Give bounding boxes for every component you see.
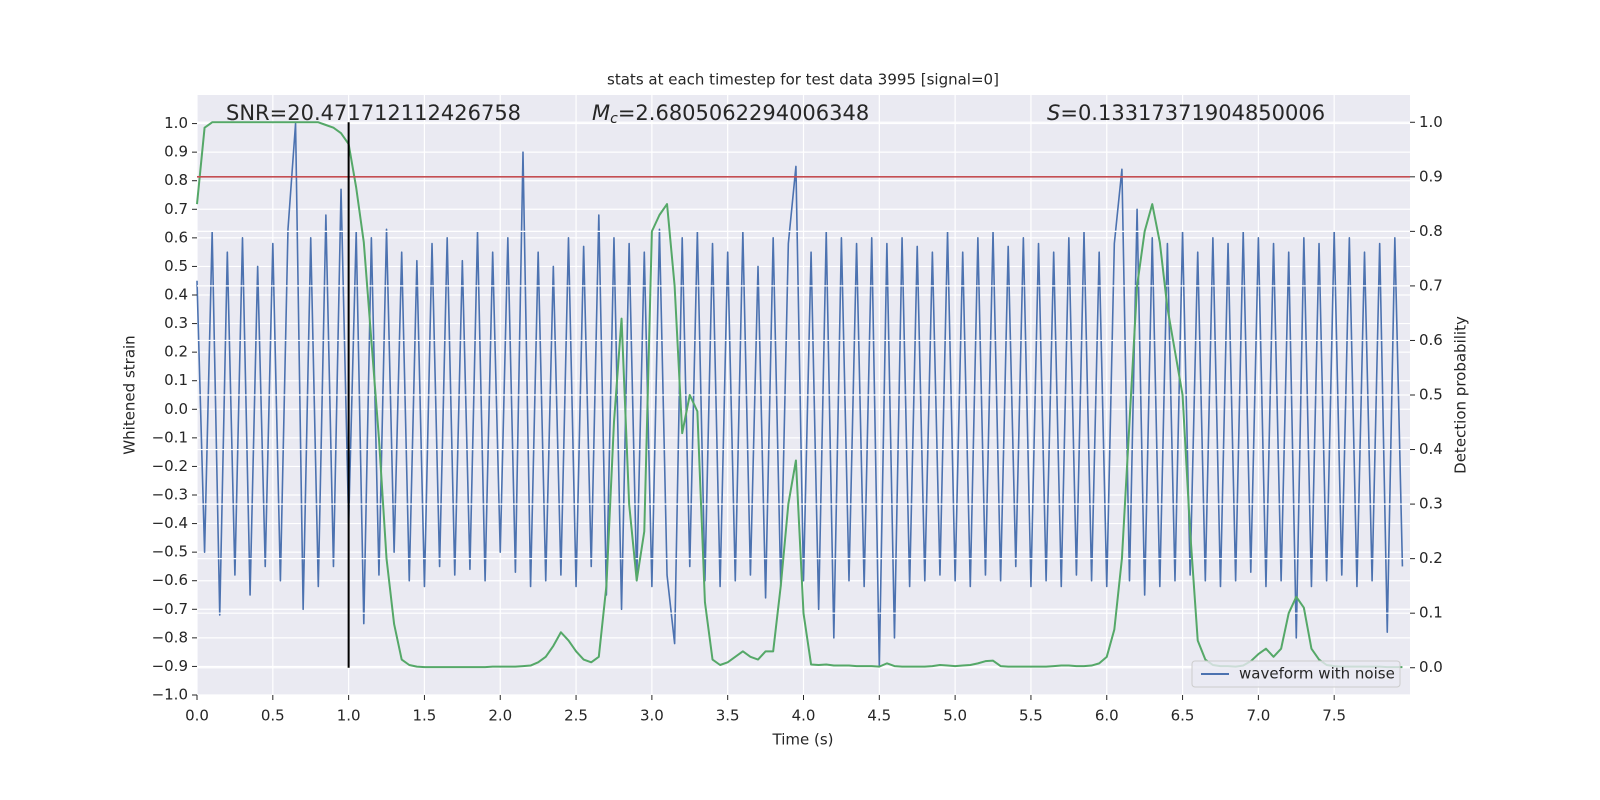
annotation-text: SNR=20.471712112426758 bbox=[226, 101, 521, 125]
y-tick-label: −0.9 bbox=[152, 657, 188, 675]
y2-tick-label: 0.4 bbox=[1419, 440, 1443, 458]
annotation-symbol: S bbox=[1047, 101, 1060, 125]
annotation-subscript: c bbox=[610, 111, 618, 127]
y-tick-label: −0.3 bbox=[152, 486, 188, 504]
y2-tick-label: 0.2 bbox=[1419, 549, 1443, 567]
y-tick-label: 0.5 bbox=[164, 257, 188, 275]
x-tick-label: 6.0 bbox=[1095, 707, 1119, 725]
legend-label: waveform with noise bbox=[1239, 665, 1395, 683]
annotation-text: =0.13317371904850006 bbox=[1060, 101, 1325, 125]
y2-tick-label: 0.5 bbox=[1419, 386, 1443, 404]
chart-title: stats at each timestep for test data 399… bbox=[607, 71, 999, 89]
x-tick-label: 2.0 bbox=[488, 707, 512, 725]
y-tick-label: 0.0 bbox=[164, 400, 188, 418]
x-axis-label: Time (s) bbox=[772, 731, 834, 749]
y-tick-label: 0.7 bbox=[164, 200, 188, 218]
y-tick-label: 0.2 bbox=[164, 343, 188, 361]
y2-tick-label: 0.7 bbox=[1419, 276, 1443, 294]
x-tick-label: 1.5 bbox=[413, 707, 437, 725]
y2-tick-label: 0.1 bbox=[1419, 604, 1443, 622]
x-tick-label: 4.5 bbox=[867, 707, 891, 725]
y-tick-label: 0.1 bbox=[164, 371, 188, 389]
y-tick-label: −0.8 bbox=[152, 628, 188, 646]
x-tick-label: 2.5 bbox=[564, 707, 588, 725]
probability-line bbox=[196, 121, 1403, 669]
legend-box bbox=[1191, 660, 1401, 688]
x-tick-label: 3.0 bbox=[640, 707, 664, 725]
y-tick-label: −0.5 bbox=[152, 543, 188, 561]
annotation: S=0.13317371904850006 bbox=[1047, 101, 1325, 125]
x-tick-label: 5.0 bbox=[943, 707, 967, 725]
x-tick-label: 5.5 bbox=[1019, 707, 1043, 725]
y-tick-label: 1.0 bbox=[164, 114, 188, 132]
y2-tick-label: 0.0 bbox=[1419, 658, 1443, 676]
x-tick-label: 7.0 bbox=[1246, 707, 1270, 725]
y2-tick-label: 0.6 bbox=[1419, 331, 1443, 349]
y2-tick-label: 0.9 bbox=[1419, 167, 1443, 185]
annotation-text: =2.6805062294006348 bbox=[618, 101, 869, 125]
x-tick-label: 6.5 bbox=[1171, 707, 1195, 725]
annotation: SNR=20.471712112426758 bbox=[226, 101, 521, 125]
x-tick-label: 1.0 bbox=[337, 707, 361, 725]
y2-tick-label: 0.8 bbox=[1419, 222, 1443, 240]
x-tick-label: 4.0 bbox=[792, 707, 816, 725]
y-tick-label: −0.4 bbox=[152, 514, 188, 532]
y-tick-label: −0.1 bbox=[152, 428, 188, 446]
y-tick-label: 0.4 bbox=[164, 286, 188, 304]
y-tick-label: 0.9 bbox=[164, 143, 188, 161]
x-tick-label: 0.0 bbox=[185, 707, 209, 725]
y2-tick-label: 1.0 bbox=[1419, 113, 1443, 131]
y-tick-label: 0.6 bbox=[164, 228, 188, 246]
y-axis-label: Whitened strain bbox=[121, 335, 139, 454]
y-tick-label: 0.3 bbox=[164, 314, 188, 332]
x-tick-label: 7.5 bbox=[1322, 707, 1346, 725]
annotation: Mc=2.6805062294006348 bbox=[592, 101, 869, 127]
annotation-symbol: M bbox=[592, 101, 610, 125]
y-tick-label: 0.8 bbox=[164, 171, 188, 189]
x-tick-label: 3.5 bbox=[716, 707, 740, 725]
y-tick-label: −0.6 bbox=[152, 571, 188, 589]
y2-axis-label: Detection probability bbox=[1452, 316, 1470, 474]
waveform-line bbox=[196, 122, 1404, 668]
x-tick-label: 0.5 bbox=[261, 707, 285, 725]
y-tick-label: −0.2 bbox=[152, 457, 188, 475]
y-tick-label: −1.0 bbox=[152, 686, 188, 704]
y-tick-label: −0.7 bbox=[152, 600, 188, 618]
y2-tick-label: 0.3 bbox=[1419, 495, 1443, 513]
